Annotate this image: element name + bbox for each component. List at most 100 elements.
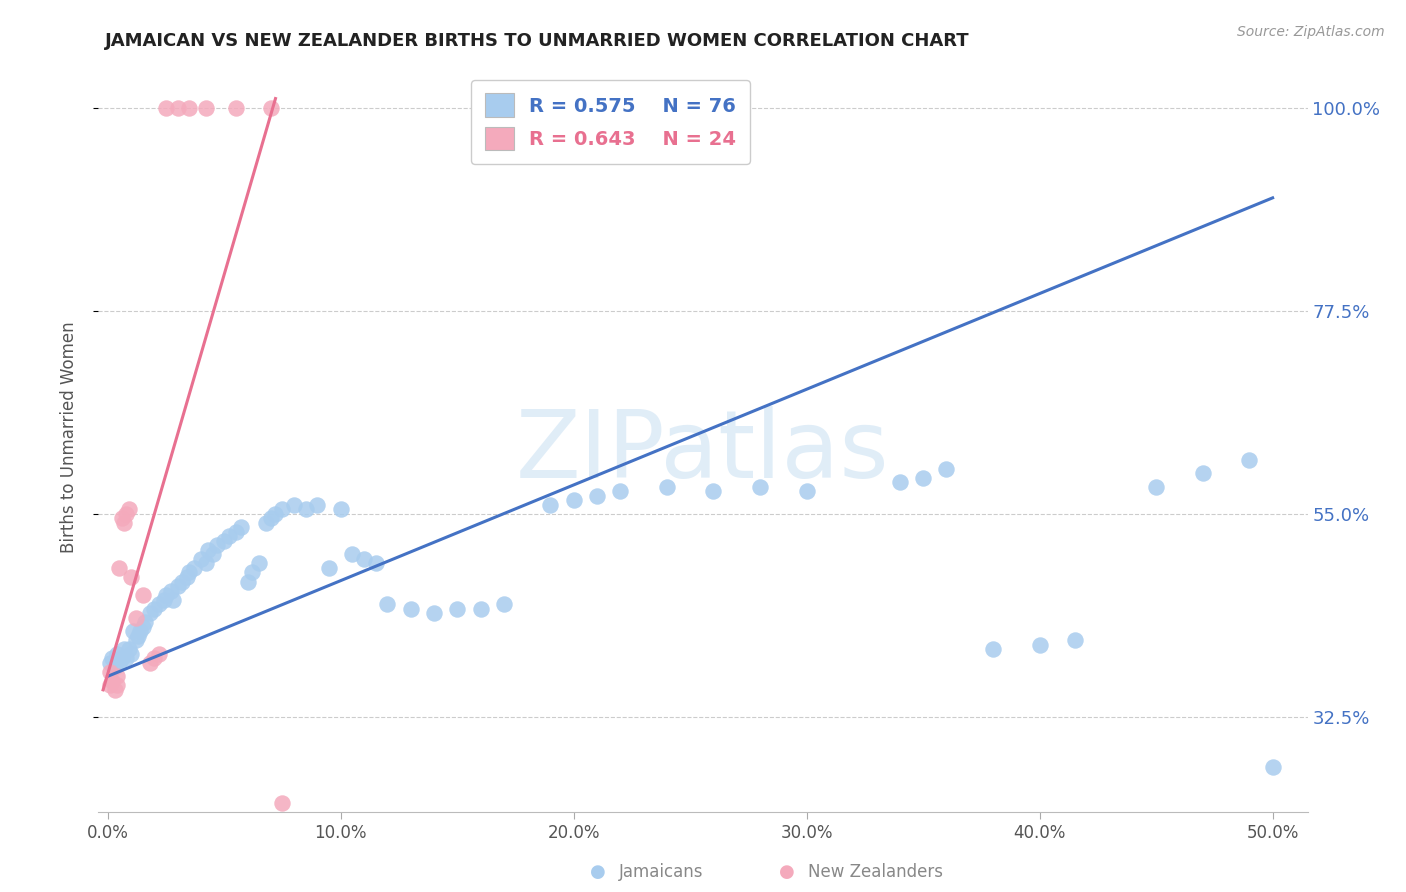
Point <box>115 651 138 665</box>
Point <box>225 524 247 539</box>
Point <box>264 507 287 521</box>
Point <box>172 574 194 589</box>
Text: Jamaicans: Jamaicans <box>619 863 703 881</box>
Point <box>166 101 188 115</box>
Point <box>1191 466 1213 480</box>
Point <box>118 642 141 657</box>
Point <box>655 480 678 494</box>
Point <box>912 471 935 485</box>
Point <box>138 606 160 620</box>
Point <box>148 647 170 661</box>
Point <box>749 480 772 494</box>
Point <box>108 656 131 670</box>
Point <box>125 633 148 648</box>
Point <box>399 601 422 615</box>
Text: JAMAICAN VS NEW ZEALANDER BIRTHS TO UNMARRIED WOMEN CORRELATION CHART: JAMAICAN VS NEW ZEALANDER BIRTHS TO UNMA… <box>104 32 969 50</box>
Point <box>247 557 270 571</box>
Point <box>271 796 294 810</box>
Point <box>152 592 174 607</box>
Point <box>446 601 468 615</box>
Point <box>194 557 217 571</box>
Point <box>104 660 127 674</box>
Point <box>98 678 121 692</box>
Point <box>236 574 259 589</box>
Point <box>155 588 177 602</box>
Point <box>179 566 201 580</box>
Point <box>104 682 127 697</box>
Point <box>120 570 142 584</box>
Point <box>470 601 492 615</box>
Point <box>796 484 818 499</box>
Point <box>197 543 219 558</box>
Point <box>111 511 134 525</box>
Point <box>609 484 631 499</box>
Point <box>125 610 148 624</box>
Point <box>307 498 329 512</box>
Point <box>122 624 145 639</box>
Point <box>148 597 170 611</box>
Point <box>260 101 283 115</box>
Point <box>115 507 138 521</box>
Text: Source: ZipAtlas.com: Source: ZipAtlas.com <box>1237 25 1385 39</box>
Point <box>143 601 166 615</box>
Point <box>131 588 153 602</box>
Point <box>283 498 305 512</box>
Point <box>364 557 387 571</box>
Point <box>1261 759 1284 773</box>
Point <box>212 533 235 548</box>
Point <box>218 529 240 543</box>
Point <box>179 101 201 115</box>
Point <box>538 498 561 512</box>
Point <box>105 647 128 661</box>
Point <box>254 516 277 530</box>
Point <box>562 493 585 508</box>
Point <box>108 561 131 575</box>
Point <box>101 651 124 665</box>
Point <box>159 583 181 598</box>
Point <box>342 548 364 562</box>
Point <box>129 624 152 639</box>
Point <box>353 552 375 566</box>
Point <box>105 669 128 683</box>
Text: ZIPatlas: ZIPatlas <box>516 406 890 498</box>
Point <box>105 678 128 692</box>
Point <box>112 642 135 657</box>
Point <box>127 629 149 643</box>
Point <box>225 101 247 115</box>
Point <box>318 561 340 575</box>
Point <box>423 606 446 620</box>
Point <box>1028 638 1050 652</box>
Point <box>981 642 1004 657</box>
Point <box>176 570 198 584</box>
Point <box>111 651 134 665</box>
Point <box>1239 452 1261 467</box>
Point <box>260 511 283 525</box>
Text: New Zealanders: New Zealanders <box>808 863 943 881</box>
Point <box>166 579 188 593</box>
Point <box>98 665 121 679</box>
Point <box>183 561 205 575</box>
Point <box>207 538 229 552</box>
Point <box>889 475 911 490</box>
Point <box>240 566 263 580</box>
Point <box>294 502 316 516</box>
Point <box>586 489 609 503</box>
Point <box>1063 633 1085 648</box>
Y-axis label: Births to Unmarried Women: Births to Unmarried Women <box>59 321 77 553</box>
Point <box>329 502 352 516</box>
Point <box>162 592 184 607</box>
Point <box>271 502 294 516</box>
Point <box>935 461 957 475</box>
Point <box>229 520 252 534</box>
Text: ●: ● <box>779 863 796 881</box>
Point <box>375 597 398 611</box>
Point <box>492 597 515 611</box>
Point <box>155 101 177 115</box>
Point <box>112 516 135 530</box>
Point <box>143 651 166 665</box>
Point <box>98 656 121 670</box>
Point <box>131 620 153 634</box>
Point <box>118 502 141 516</box>
Text: ●: ● <box>589 863 606 881</box>
Point <box>190 552 212 566</box>
